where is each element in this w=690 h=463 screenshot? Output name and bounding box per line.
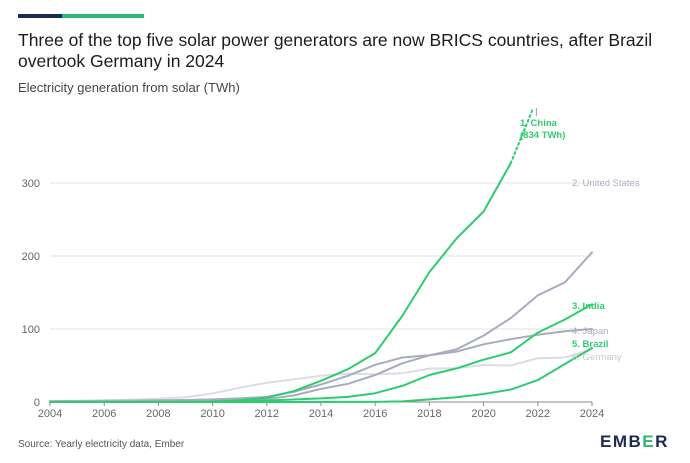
y-tick-label-300: 300 bbox=[22, 178, 40, 190]
series-label-brazil: 5. Brazil bbox=[572, 339, 608, 350]
x-tick-label-2012: 2012 bbox=[255, 408, 279, 420]
x-tick-label-2008: 2008 bbox=[146, 408, 170, 420]
x-tick-label-2006: 2006 bbox=[92, 408, 116, 420]
accent-bar-navy bbox=[18, 14, 62, 18]
series-line-china bbox=[49, 162, 512, 403]
series-label-china: 1. China bbox=[520, 118, 558, 129]
series-label-japan: 4. Japan bbox=[572, 326, 608, 337]
x-tick-label-2022: 2022 bbox=[526, 408, 550, 420]
x-tick-label-2004: 2004 bbox=[38, 408, 62, 420]
accent-bar bbox=[18, 14, 144, 18]
logo-text-right: R bbox=[655, 432, 669, 451]
chart-title: Three of the top five solar power genera… bbox=[18, 30, 653, 71]
logo-text-left: EMB bbox=[600, 432, 643, 451]
series-line-united-states bbox=[49, 251, 593, 403]
ember-logo: EMBER bbox=[600, 432, 669, 452]
chart-subtitle: Electricity generation from solar (TWh) bbox=[18, 80, 240, 95]
series-label-united-states: 2. United States bbox=[572, 178, 640, 189]
logo-text-mid: E bbox=[642, 432, 656, 451]
series-line-germany bbox=[49, 348, 593, 403]
series-label-china-value: (834 TWh) bbox=[520, 130, 565, 141]
series-label-germany: 6. Germany bbox=[572, 352, 622, 363]
x-tick-label-2016: 2016 bbox=[363, 408, 387, 420]
x-tick-label-2020: 2020 bbox=[471, 408, 495, 420]
y-tick-label-100: 100 bbox=[22, 324, 40, 336]
x-tick-label-2010: 2010 bbox=[200, 408, 224, 420]
x-tick-label-2014: 2014 bbox=[309, 408, 333, 420]
line-chart: 0 100 200 300 2004 2006 2008 2010 2012 2014 2016 20… bbox=[22, 108, 640, 420]
accent-bar-green bbox=[62, 14, 144, 18]
y-tick-label-200: 200 bbox=[22, 251, 40, 263]
chart-card: Three of the top five solar power genera… bbox=[18, 14, 690, 463]
x-tick-label-2024: 2024 bbox=[580, 408, 604, 420]
series-label-india: 3. India bbox=[572, 301, 605, 312]
x-tick-label-2018: 2018 bbox=[417, 408, 441, 420]
source-note: Source: Yearly electricity data, Ember bbox=[18, 439, 185, 450]
y-tick-label-0: 0 bbox=[34, 397, 40, 409]
series-line-china-continuation bbox=[509, 109, 534, 165]
